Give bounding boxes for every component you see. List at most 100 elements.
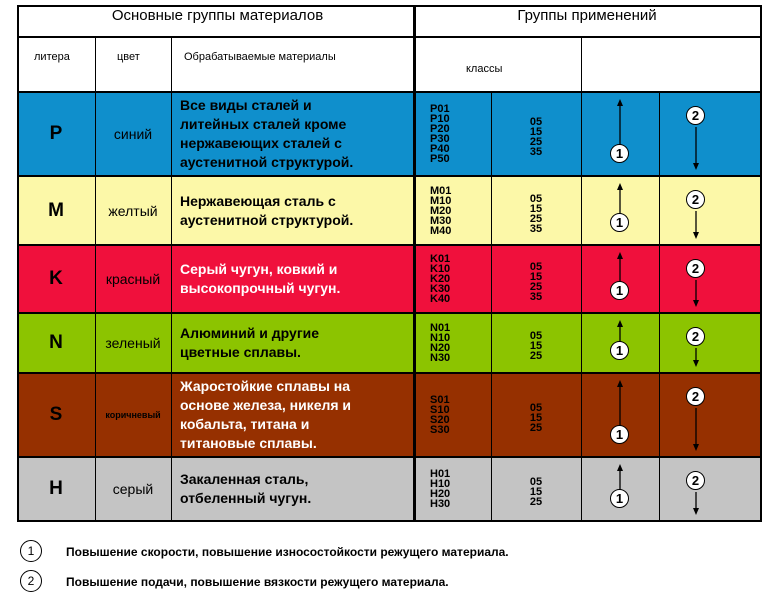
classes-numbers-cell: 05 15 25 35 — [491, 92, 581, 176]
materials-cell: Закаленная сталь, отбеленный чугун. — [171, 457, 415, 521]
class-number: 05 — [529, 476, 543, 488]
class-code: H10 — [430, 478, 451, 490]
marker-2-icon: 2 — [686, 387, 705, 406]
grid-line-header-bottom — [17, 91, 762, 93]
classes-numbers-cell: 05 15 25 — [491, 373, 581, 457]
grid-line-top — [17, 5, 762, 7]
materials-line: Жаростойкие сплавы на — [180, 378, 351, 394]
grid-line-col — [491, 92, 492, 521]
materials-column-header: Обрабатываемые материалы — [184, 51, 336, 63]
color-cell: коричневый — [105, 410, 161, 420]
class-number: 05 — [529, 261, 543, 273]
main-groups-header: Основные группы материалов — [111, 7, 324, 24]
materials-cell: Нержавеющая сталь с аустенитной структуро… — [171, 176, 415, 245]
materials-line: Все виды сталей и — [180, 97, 312, 113]
materials-text: Жаростойкие сплавы на основе железа, нике… — [180, 377, 351, 453]
class-code: M30 — [430, 214, 452, 227]
class-code: K10 — [430, 263, 451, 275]
class-code: P50 — [430, 153, 450, 165]
arrow-down-icon — [693, 211, 699, 239]
materials-line: отбеленный чугун. — [180, 490, 312, 506]
materials-line: цветные сплавы. — [180, 344, 301, 360]
feed-arrow-cell: 2 — [659, 92, 761, 176]
materials-text: Нержавеющая сталь с аустенитной структуро… — [180, 192, 353, 230]
class-number: 35 — [529, 291, 543, 303]
class-code: N01 — [430, 322, 451, 334]
classes-numbers-cell: 05 15 25 35 — [491, 176, 581, 245]
materials-line: титановые сплавы. — [180, 435, 317, 451]
classes-codes-cell: K01 K10 K20 K30 K40 — [415, 245, 491, 313]
class-number: 15 — [529, 412, 543, 424]
litera-cell: S — [49, 404, 63, 425]
materials-line: Нержавеющая сталь с — [180, 192, 336, 209]
class-code: H20 — [430, 488, 451, 500]
class-code: K40 — [430, 293, 451, 305]
class-number: 05 — [529, 402, 543, 414]
class-code: K30 — [430, 283, 451, 295]
classes-codes-cell: N01 N10 N20 N30 — [415, 313, 491, 373]
arrow-down-icon — [693, 127, 699, 170]
materials-cell: Алюминий и другие цветные сплавы. — [171, 313, 415, 373]
materials-line: Закаленная сталь, — [180, 471, 309, 487]
class-number: 25 — [529, 281, 543, 293]
materials-line: литейных сталей кроме — [180, 116, 347, 132]
class-number: 15 — [529, 202, 543, 215]
speed-arrow-cell: 1 — [581, 457, 659, 521]
materials-line: аустенитной структурой. — [180, 211, 354, 228]
color-cell: синий — [113, 126, 153, 142]
class-code: P30 — [430, 133, 450, 145]
materials-line: нержавеющих сталей с — [180, 135, 342, 151]
grid-line-row — [17, 312, 762, 314]
speed-arrow-cell: 1 — [581, 373, 659, 457]
class-code: S20 — [430, 414, 450, 426]
class-code: P10 — [430, 113, 450, 125]
grid-line-right — [760, 5, 762, 521]
legend-marker-2: 2 — [20, 570, 42, 592]
class-code: P20 — [430, 123, 450, 135]
class-code: N20 — [430, 342, 451, 354]
legend-text-1: Повышение скорости, повышение износостой… — [66, 545, 509, 559]
color-column-header: цвет — [117, 51, 140, 63]
class-number: 15 — [529, 126, 543, 138]
grid-line-col — [581, 36, 582, 521]
materials-text: Закаленная сталь, отбеленный чугун. — [180, 470, 311, 508]
color-cell: красный — [105, 271, 161, 287]
litera-column-header: литера — [34, 51, 70, 63]
materials-cell: Все виды сталей и литейных сталей кроме не… — [171, 92, 415, 176]
marker-1-icon: 1 — [610, 144, 629, 163]
classes-codes-cell: M01 M10 M20 M30 M40 — [415, 176, 491, 245]
class-code: M01 — [430, 184, 452, 197]
grid-line-row — [17, 520, 762, 522]
arrow-up-icon — [617, 252, 623, 287]
class-code: S10 — [430, 404, 450, 416]
class-number: 05 — [529, 330, 543, 342]
grid-line-row — [17, 244, 762, 246]
classes-codes-cell: H01 H10 H20 H30 — [415, 457, 491, 521]
class-number: 25 — [529, 212, 543, 225]
classes-numbers-cell: 05 15 25 — [491, 313, 581, 373]
legend-text-2: Повышение подачи, повышение вязкости реж… — [66, 575, 449, 589]
feed-arrow-cell: 2 — [659, 176, 761, 245]
classes-numbers-cell: 05 15 25 35 — [491, 245, 581, 313]
class-code: N30 — [430, 352, 451, 364]
color-cell: зеленый — [105, 335, 161, 351]
class-code: S30 — [430, 424, 450, 436]
speed-arrow-cell: 1 — [581, 176, 659, 245]
classes-numbers-cell: 05 15 25 — [491, 457, 581, 521]
classes-codes-cell: P01 P10 P20 P30 P40 P50 — [415, 92, 491, 176]
grid-line-main-divider — [413, 5, 416, 521]
class-code: P01 — [430, 103, 450, 115]
class-code: S01 — [430, 394, 450, 406]
class-number: 05 — [529, 116, 543, 128]
class-number: 25 — [529, 136, 543, 148]
grid-line-row — [17, 175, 762, 177]
class-code: P40 — [430, 143, 450, 155]
class-code: H01 — [430, 468, 451, 480]
feed-arrow-cell: 2 — [659, 457, 761, 521]
class-number: 25 — [529, 422, 543, 434]
class-code: H30 — [430, 498, 451, 510]
